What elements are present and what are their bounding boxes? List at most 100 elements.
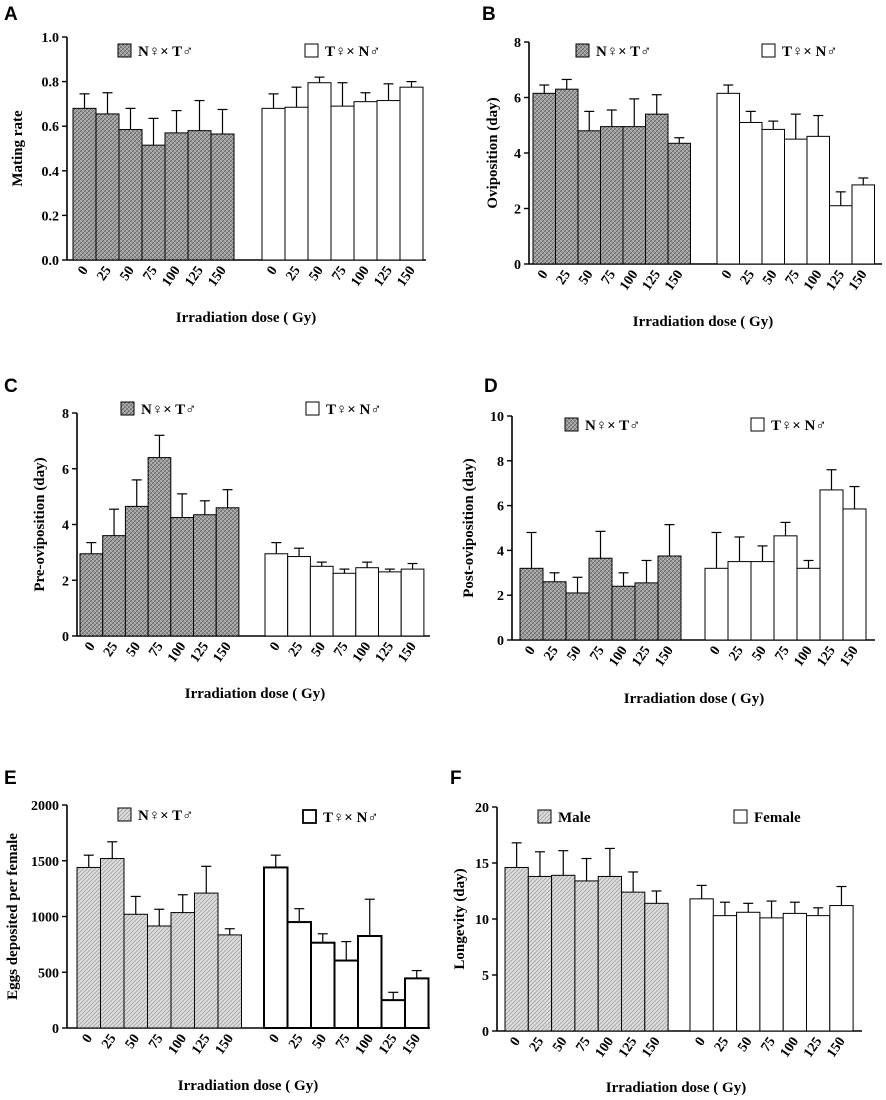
- y-axis-title: Eggs deposited per female: [5, 833, 21, 1000]
- x-tick-label: 100: [166, 1032, 190, 1058]
- y-tick-label: 0.2: [42, 209, 60, 224]
- x-tick-label: 125: [376, 1032, 400, 1058]
- x-tick-label: 0: [508, 1035, 524, 1049]
- bar: [330, 105, 355, 261]
- x-tick-label: 75: [759, 1035, 779, 1055]
- legend-label: T♀× N♂: [323, 810, 379, 826]
- bar: [842, 508, 867, 641]
- x-tick-label: 50: [117, 264, 137, 284]
- x-tick-label: 100: [801, 268, 825, 294]
- y-tick-label: 15: [475, 857, 489, 872]
- x-tick-label: 25: [554, 268, 574, 288]
- legend-label: Male: [558, 810, 591, 826]
- y-tick-label: 1.0: [42, 31, 60, 46]
- bar: [380, 999, 406, 1029]
- y-tick-label: 2: [62, 574, 69, 589]
- bar: [600, 126, 624, 265]
- x-tick-label: 50: [735, 1035, 755, 1055]
- bar: [727, 561, 752, 641]
- bar: [355, 567, 379, 637]
- x-tick-label: 25: [712, 1035, 732, 1055]
- x-tick-label: 0: [535, 268, 551, 282]
- y-tick-label: 8: [497, 455, 504, 470]
- x-tick-label: 50: [306, 264, 326, 284]
- bar: [829, 905, 854, 1032]
- x-tick-label: 50: [749, 644, 769, 664]
- y-tick-label: 4: [514, 147, 521, 162]
- bar: [634, 582, 659, 641]
- legend-swatch: [120, 401, 135, 416]
- y-tick-label: 2: [497, 589, 504, 604]
- legend-label: Female: [754, 810, 801, 826]
- bar: [357, 935, 383, 1030]
- x-tick-label: 0: [267, 1032, 283, 1046]
- legend-swatch: [761, 43, 776, 58]
- bar: [400, 568, 425, 637]
- x-tick-label: 125: [189, 1032, 213, 1058]
- x-tick-label: 75: [329, 264, 349, 284]
- x-tick-label: 25: [726, 644, 746, 664]
- bar: [829, 205, 853, 265]
- y-axis-title: Mating rate: [10, 110, 26, 187]
- x-tick-label: 0: [80, 1032, 96, 1046]
- bar: [806, 135, 830, 265]
- bar: [124, 505, 149, 637]
- y-tick-label: 0: [62, 630, 69, 645]
- bar: [310, 941, 336, 1030]
- bar: [217, 934, 242, 1029]
- x-axis-title: Irradiation dose ( Gy): [606, 1080, 746, 1096]
- bar: [796, 567, 821, 641]
- bar: [712, 915, 738, 1032]
- bar: [264, 553, 289, 637]
- bar: [784, 138, 808, 265]
- y-tick-label: 10: [475, 913, 489, 928]
- bar: [147, 457, 172, 637]
- legend-swatch: [750, 417, 765, 432]
- x-tick-label: 125: [188, 640, 212, 666]
- legend-label: T♀× N♂: [326, 402, 382, 418]
- panel-c: C 0 2 4 6 8 Pre-oviposition (day) Irradiation d…: [4, 376, 430, 702]
- bar: [187, 130, 212, 261]
- x-axis-title: Irradiation dose ( Gy): [185, 686, 325, 702]
- x-tick-label: 75: [574, 1035, 594, 1055]
- x-tick-label: 150: [395, 640, 419, 666]
- bar: [782, 912, 808, 1032]
- x-tick-label: 25: [541, 644, 561, 664]
- y-tick-label: 8: [62, 407, 69, 422]
- bar: [851, 184, 875, 265]
- legend-label: N♀× T♂: [141, 402, 196, 418]
- x-tick-label: 150: [639, 1035, 663, 1061]
- x-tick-label: 150: [213, 1032, 237, 1058]
- bar: [657, 555, 682, 641]
- x-tick-label: 125: [640, 268, 664, 294]
- bar: [79, 553, 104, 637]
- bar: [527, 875, 553, 1032]
- x-tick-label: 0: [707, 644, 723, 658]
- bar: [716, 92, 740, 265]
- bar: [333, 959, 359, 1029]
- x-tick-label: 75: [140, 264, 160, 284]
- legend-label: T♀× N♂: [782, 44, 838, 60]
- legend-swatch: [117, 43, 132, 58]
- legend-label: N♀× T♂: [596, 44, 651, 60]
- bar: [759, 917, 784, 1032]
- bar: [704, 567, 729, 641]
- x-tick-label: 75: [146, 1032, 166, 1052]
- x-tick-label: 150: [400, 1032, 424, 1058]
- legend-swatch: [117, 807, 132, 822]
- bar: [645, 113, 669, 265]
- bar: [378, 571, 402, 637]
- bar: [170, 517, 195, 637]
- bar: [519, 567, 544, 641]
- x-tick-label: 75: [587, 644, 607, 664]
- x-tick-label: 25: [94, 264, 114, 284]
- x-tick-label: 25: [527, 1035, 547, 1055]
- x-tick-label: 50: [309, 640, 329, 660]
- legend-swatch: [575, 43, 590, 58]
- x-tick-label: 125: [629, 644, 653, 670]
- y-axis-title: Longevity (day): [452, 868, 468, 969]
- bar: [622, 126, 646, 265]
- x-tick-label: 75: [783, 268, 803, 288]
- x-tick-label: 0: [522, 644, 538, 658]
